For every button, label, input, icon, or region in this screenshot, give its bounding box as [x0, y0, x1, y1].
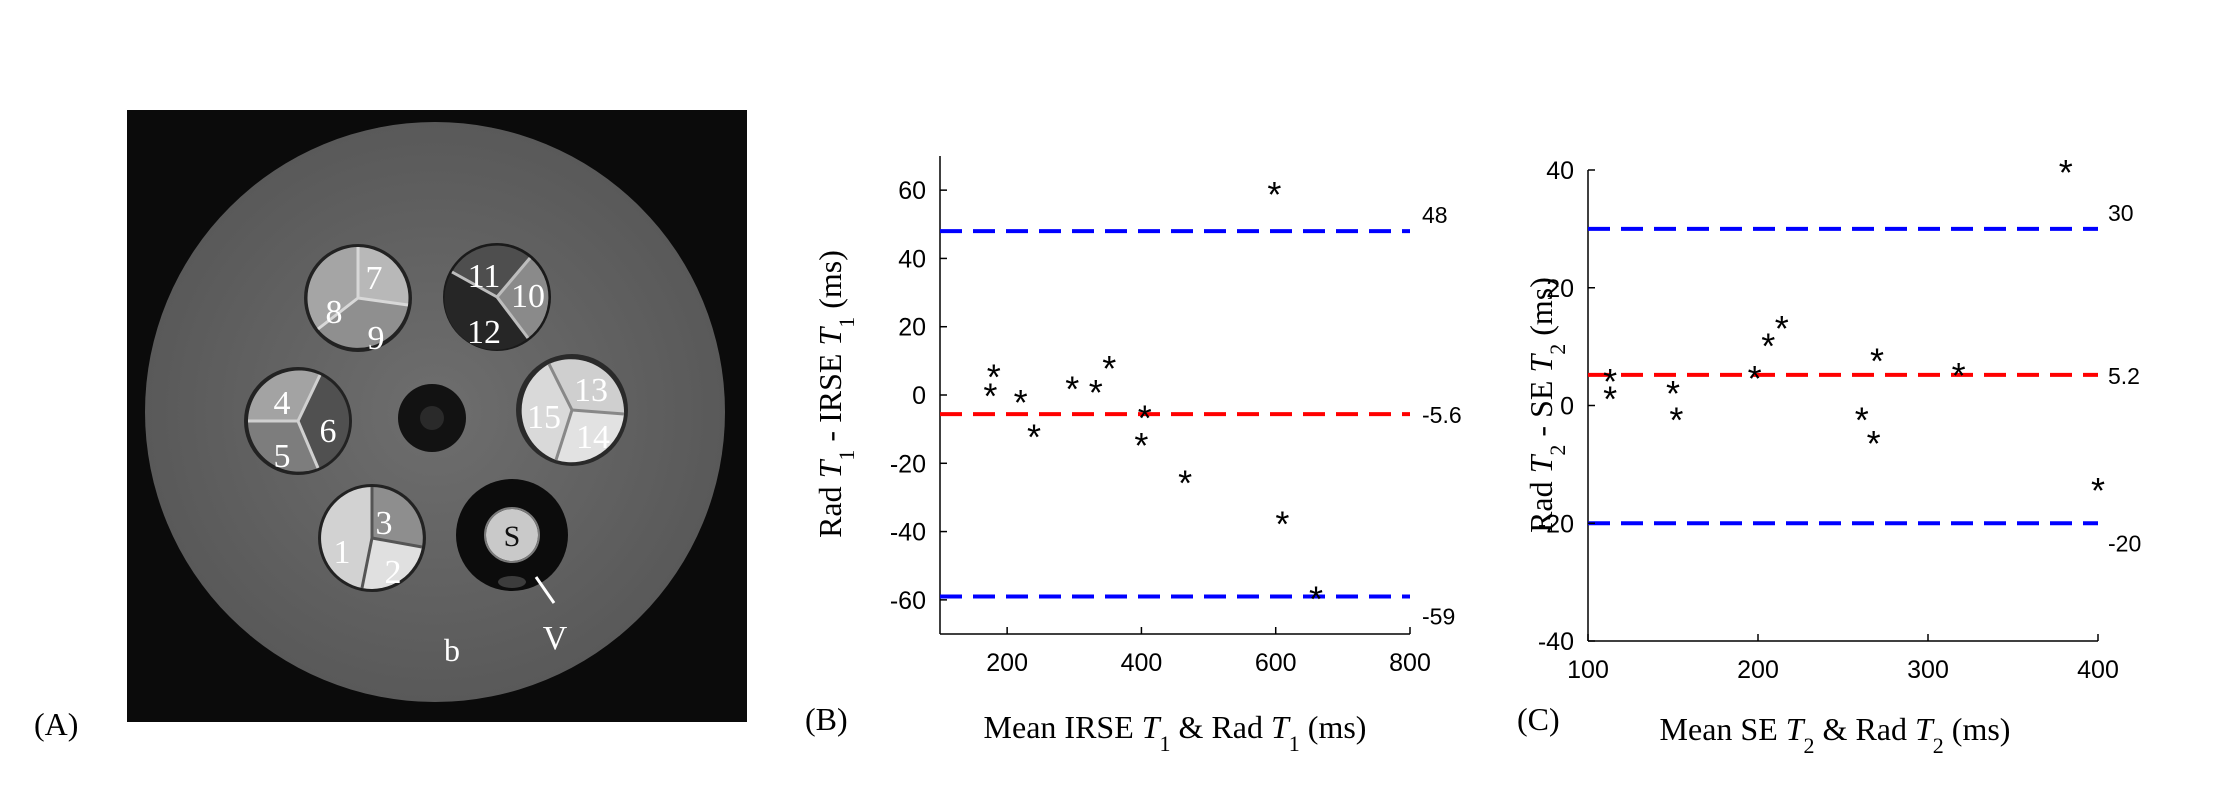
chart-b-point: *: [1065, 368, 1079, 409]
chart-c-xtick-label: 200: [1737, 656, 1779, 684]
chart-b-xlabel: Mean IRSE T1 & Rad T1 (ms): [984, 709, 1367, 756]
chart-c-point: *: [1761, 326, 1775, 367]
chart-c-ticks: -40 -20 0 20 40 100 200 300 400: [1538, 157, 2119, 684]
chart-b-ytick-label: 60: [898, 177, 926, 205]
chart-b-refline-label: -59: [1422, 603, 1455, 629]
chart-c-point: *: [1669, 399, 1683, 440]
chart-b-refline-label: 48: [1422, 202, 1448, 228]
chart-b-ytick-label: 0: [912, 382, 926, 410]
chart-b-refline-label: -5.6: [1422, 402, 1462, 428]
chart-c-point: *: [1870, 340, 1884, 381]
chart-b-point: *: [1267, 174, 1281, 215]
chart-c-reference-lines: 30 5.2 -20: [1588, 200, 2141, 556]
chart-c-point: *: [1603, 361, 1617, 402]
chart-c-ytick-label: 0: [1560, 393, 1574, 421]
chart-c-ytick-label: 20: [1546, 275, 1574, 303]
vial-number-14: 14: [576, 419, 610, 456]
chart-c-xtick-label: 100: [1567, 656, 1609, 684]
chart-b-xtick-label: 200: [986, 649, 1028, 677]
vial-group-10-11-12: [443, 243, 551, 351]
chart-b-ytick-label: -40: [890, 519, 926, 547]
chart-b-xtick-label: 600: [1255, 649, 1297, 677]
chart-c-ytick-label: 40: [1546, 157, 1574, 185]
chart-b-point: *: [1134, 425, 1148, 466]
chart-c-point: *: [1775, 308, 1789, 349]
vial-number-10: 10: [511, 278, 545, 315]
vial-number-7: 7: [366, 260, 383, 297]
chart-b-point: *: [1138, 397, 1152, 438]
vial-s: [456, 479, 568, 604]
chart-c-refline-label: 5.2: [2108, 363, 2140, 389]
chart-c-point: *: [2059, 152, 2073, 193]
chart-b-ylabel: Rad T1 - IRSE T1 (ms): [812, 250, 859, 538]
chart-b-ytick-label: -60: [890, 587, 926, 615]
chart-c-refline-label: 30: [2108, 200, 2134, 226]
vial-number-12: 12: [467, 314, 501, 351]
vial-number-3: 3: [376, 505, 393, 542]
chart-c-ytick-label: -40: [1538, 628, 1574, 656]
vial-number-1: 1: [334, 534, 351, 571]
chart-c-point: *: [1952, 355, 1966, 396]
chart-b: 48-5.6-59 ***** ******** -60-40-200204060…: [805, 156, 1462, 756]
chart-c-ytick-label: -20: [1538, 510, 1574, 538]
center-hole-core: [420, 406, 444, 430]
pointer-line-v: [534, 576, 556, 604]
chart-b-reference-lines: 48 -5.6 -59: [940, 202, 1462, 629]
chart-c-refline-label: -20: [2108, 530, 2141, 556]
chart-c-points: ** **** **** ***: [1603, 152, 2105, 511]
vial-number-4: 4: [274, 385, 291, 422]
chart-b-ytick-label: 20: [898, 314, 926, 342]
chart-b-point: *: [1089, 372, 1103, 413]
vial-number-9: 9: [368, 320, 385, 357]
chart-b-point: *: [1275, 503, 1289, 544]
chart-b-ticks: -60 -40 -20 0 20 40 60 200 400 600 800: [890, 177, 1431, 677]
chart-b-xtick-label: 800: [1389, 649, 1431, 677]
chart-b-point: *: [1178, 462, 1192, 503]
vial-number-5: 5: [274, 438, 291, 475]
vial-number-6: 6: [320, 413, 337, 450]
chart-c-point: *: [2091, 470, 2105, 511]
vial-group-13-14-15: [516, 354, 628, 466]
panel-c-label: (C): [1517, 701, 1560, 737]
vial-number-11: 11: [468, 258, 501, 295]
chart-c-ylabel: Rad T2 - SE T2 (ms): [1523, 277, 1570, 533]
vial-group-1-2-3: [318, 484, 426, 592]
annotation-b: b: [444, 632, 460, 668]
chart-c-point: *: [1855, 399, 1869, 440]
chart-c-point: *: [1603, 379, 1617, 420]
chart-b-point: *: [1102, 348, 1116, 389]
chart-c-point: *: [1666, 373, 1680, 414]
chart-b-point: *: [1309, 578, 1323, 619]
chart-b-point: *: [1027, 416, 1041, 457]
vial-number-15: 15: [527, 399, 561, 436]
chart-c-xlabel: Mean SE T2 & Rad T2 (ms): [1660, 711, 2011, 758]
chart-c-point: *: [1748, 358, 1762, 399]
panel-b-label: (B): [805, 701, 848, 737]
chart-c-xtick-label: 300: [1907, 656, 1949, 684]
vial-number-13: 13: [574, 372, 608, 409]
chart-c-xtick-label: 400: [2077, 656, 2119, 684]
chart-b-xtick-label: 400: [1121, 649, 1163, 677]
vial-number-2: 2: [385, 554, 402, 591]
chart-b-point: *: [987, 357, 1001, 398]
chart-b-ytick-label: -20: [890, 450, 926, 478]
chart-b-point: *: [1014, 382, 1028, 423]
chart-b-points: ***** ********: [983, 174, 1323, 620]
chart-b-ytick-label: 40: [898, 245, 926, 273]
chart-c-axes: [1587, 170, 2098, 642]
chart-c-point: *: [1867, 423, 1881, 464]
chart-b-axes: [939, 156, 1410, 635]
vial-group-4-5-6: [244, 367, 352, 475]
vial-number-8: 8: [326, 294, 343, 331]
vial-group-7-8-9: [304, 244, 412, 352]
chart-b-point: *: [983, 375, 997, 416]
s-vial-label: S: [504, 520, 521, 553]
annotation-v: V: [543, 620, 568, 657]
panel-a-label: (A): [34, 706, 78, 742]
